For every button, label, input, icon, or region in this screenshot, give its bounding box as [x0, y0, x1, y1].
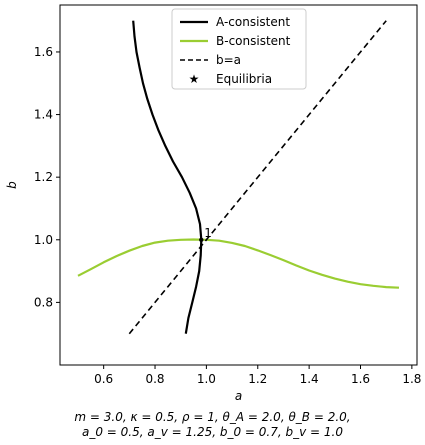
- equilibrium-point: [199, 238, 203, 242]
- legend-entry-1: B-consistent: [216, 34, 291, 48]
- y-axis-label: b: [5, 181, 19, 189]
- equilibrium-label: 1: [204, 226, 212, 240]
- x-tick-label: 1.2: [248, 372, 267, 386]
- legend-entry-equilibria: Equilibria: [216, 72, 272, 86]
- y-tick-label: 1.0: [34, 233, 53, 247]
- x-axis: 0.6 0.8 1.0 1.2 1.4 1.6 1.8: [94, 365, 421, 386]
- x-axis-label: a: [235, 389, 242, 403]
- y-tick-label: 1.4: [34, 108, 53, 122]
- x-tick-label: 1.6: [351, 372, 370, 386]
- star-icon: ★: [189, 72, 200, 86]
- y-tick-label: 1.6: [34, 45, 53, 59]
- caption-line-2: a_0 = 0.5, a_v = 1.25, b_0 = 0.7, b_v = …: [0, 425, 425, 439]
- x-tick-label: 1.0: [197, 372, 216, 386]
- legend-entry-2: b=a: [216, 53, 241, 67]
- caption-line-1: m = 3.0, κ = 0.5, ρ = 1, θ_A = 2.0, θ_B …: [0, 410, 425, 424]
- series-line-1: [78, 240, 399, 288]
- x-tick-label: 1.8: [402, 372, 421, 386]
- legend: A-consistent B-consistent b=a ★ Equilibria: [172, 9, 306, 89]
- y-tick-label: 0.8: [34, 295, 53, 309]
- legend-entry-0: A-consistent: [216, 15, 290, 29]
- y-axis: 0.8 1.0 1.2 1.4 1.6: [34, 45, 60, 309]
- x-tick-label: 0.8: [145, 372, 164, 386]
- x-tick-label: 1.4: [300, 372, 319, 386]
- y-tick-label: 1.2: [34, 170, 53, 184]
- x-tick-label: 0.6: [94, 372, 113, 386]
